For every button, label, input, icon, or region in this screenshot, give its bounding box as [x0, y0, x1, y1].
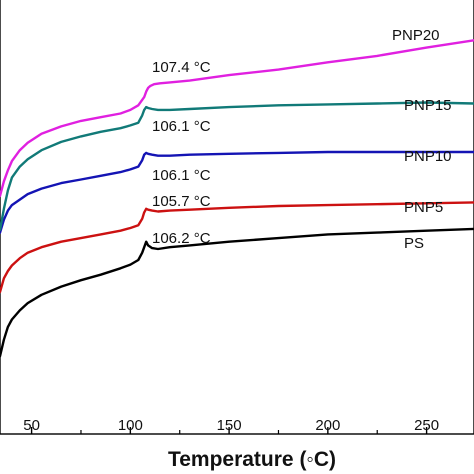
series-line-ps [0, 227, 474, 358]
x-tick-label-150: 150 [217, 417, 242, 434]
series-lines [0, 39, 474, 358]
x-tick-label-250: 250 [414, 417, 439, 434]
series-line-pnp20 [0, 39, 474, 198]
series-line-pnp10 [0, 150, 474, 234]
series-label-pnp5: PNP5 [404, 199, 443, 216]
tg-annotation-ps: 106.2 °C [152, 230, 211, 247]
series-line-pnp15 [0, 101, 474, 231]
series-label-ps: PS [404, 235, 424, 252]
x-axis-title: Temperature (◦C) [168, 448, 336, 471]
tg-annotation-pnp15: 106.1 °C [152, 118, 211, 135]
series-line-pnp5 [0, 201, 474, 294]
x-tick-label-100: 100 [118, 417, 143, 434]
series-labels: PS 106.2 °C PNP5 105.7 °C PNP10 106.1 °C PNP15… [152, 27, 452, 252]
tg-annotation-pnp20: 107.4 °C [152, 59, 211, 76]
tg-annotation-pnp10: 106.1 °C [152, 167, 211, 184]
x-axis-ticks: 50 100 150 200 250 [23, 417, 439, 434]
series-label-pnp15: PNP15 [404, 97, 452, 114]
plot-frame [0, 0, 474, 435]
tg-annotation-pnp5: 105.7 °C [152, 193, 211, 210]
series-label-pnp10: PNP10 [404, 148, 452, 165]
x-tick-label-200: 200 [315, 417, 340, 434]
series-label-pnp20: PNP20 [392, 27, 440, 44]
x-tick-label-50: 50 [23, 417, 40, 434]
